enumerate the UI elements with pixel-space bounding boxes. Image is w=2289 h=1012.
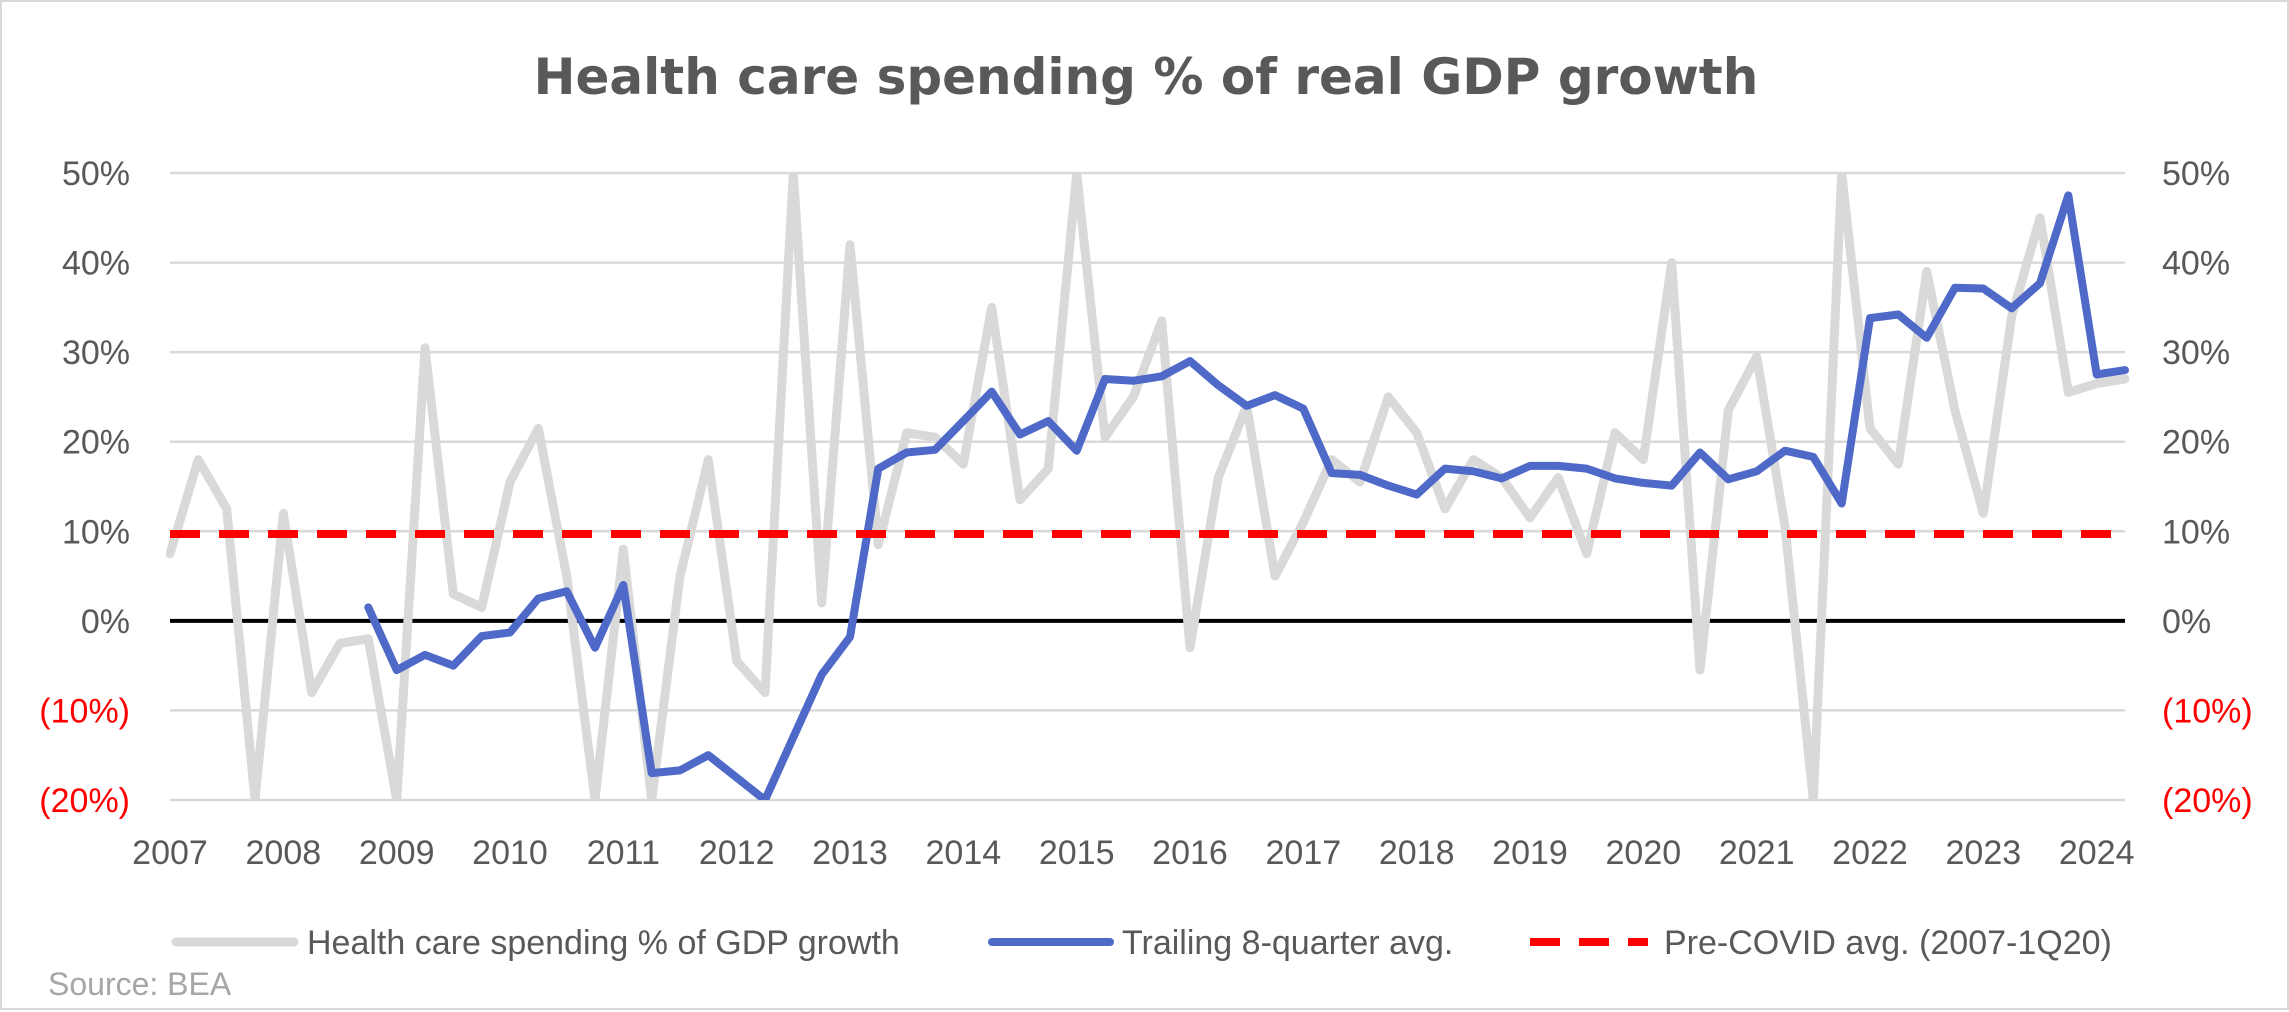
y-tick-right-2: 0% [2162,603,2211,641]
x-tick-2020: 2020 [1606,834,1682,872]
x-tick-2010: 2010 [472,834,548,872]
x-tick-2017: 2017 [1266,834,1342,872]
y-tick-right-1: (10%) [2162,692,2253,730]
x-tick-2008: 2008 [246,834,322,872]
x-tick-2016: 2016 [1152,834,1228,872]
y-tick-left-0: (20%) [39,782,130,820]
y-tick-right-6: 40% [2162,245,2230,283]
y-tick-left-4: 20% [62,424,130,462]
x-tick-2022: 2022 [1832,834,1908,872]
y-tick-right-3: 10% [2162,513,2230,551]
y-tick-left-2: 0% [81,603,130,641]
y-tick-left-3: 10% [62,513,130,551]
x-tick-2013: 2013 [812,834,888,872]
series-line-0 [166,173,2129,800]
chart-title: Health care spending % of real GDP growt… [534,48,1759,106]
x-tick-2014: 2014 [926,834,1002,872]
legend-label-2: Pre-COVID avg. (2007-1Q20) [1664,924,2112,962]
x-axis-ticks: 2007 2008 2009 2010 2011 2012 2013 2014 2015 2016… [132,834,2134,872]
series-line-1 [364,191,2129,800]
legend-label-0: Health care spending % of GDP growth [307,924,900,962]
x-tick-2011: 2011 [587,834,660,872]
x-tick-2023: 2023 [1946,834,2022,872]
x-tick-2018: 2018 [1379,834,1455,872]
y-tick-left-5: 30% [62,334,130,372]
plot-area [166,173,2129,800]
y-tick-right-4: 20% [2162,424,2230,462]
x-tick-2007: 2007 [132,834,208,872]
series-1 [364,191,2129,800]
legend: Health care spending % of GDP growth Trai… [171,924,2112,962]
series-0 [166,173,2129,800]
y-tick-left-1: (10%) [39,692,130,730]
source-note: Source: BEA [48,966,232,1002]
legend-label-1: Trailing 8-quarter avg. [1122,924,1453,962]
x-tick-2015: 2015 [1039,834,1115,872]
x-tick-2021: 2021 [1719,834,1795,872]
x-tick-2024: 2024 [2059,834,2135,872]
x-tick-2019: 2019 [1492,834,1568,872]
y-axis-ticks: (20%) (20%) (10%) (10%) 0% 0% 10% 10% 20% 20% 30% 3… [39,155,2252,820]
y-tick-left-6: 40% [62,245,130,283]
y-tick-right-5: 30% [2162,334,2230,372]
y-tick-right-7: 50% [2162,155,2230,193]
x-tick-2012: 2012 [699,834,775,872]
y-tick-right-0: (20%) [2162,782,2253,820]
y-tick-left-7: 50% [62,155,130,193]
x-tick-2009: 2009 [359,834,435,872]
